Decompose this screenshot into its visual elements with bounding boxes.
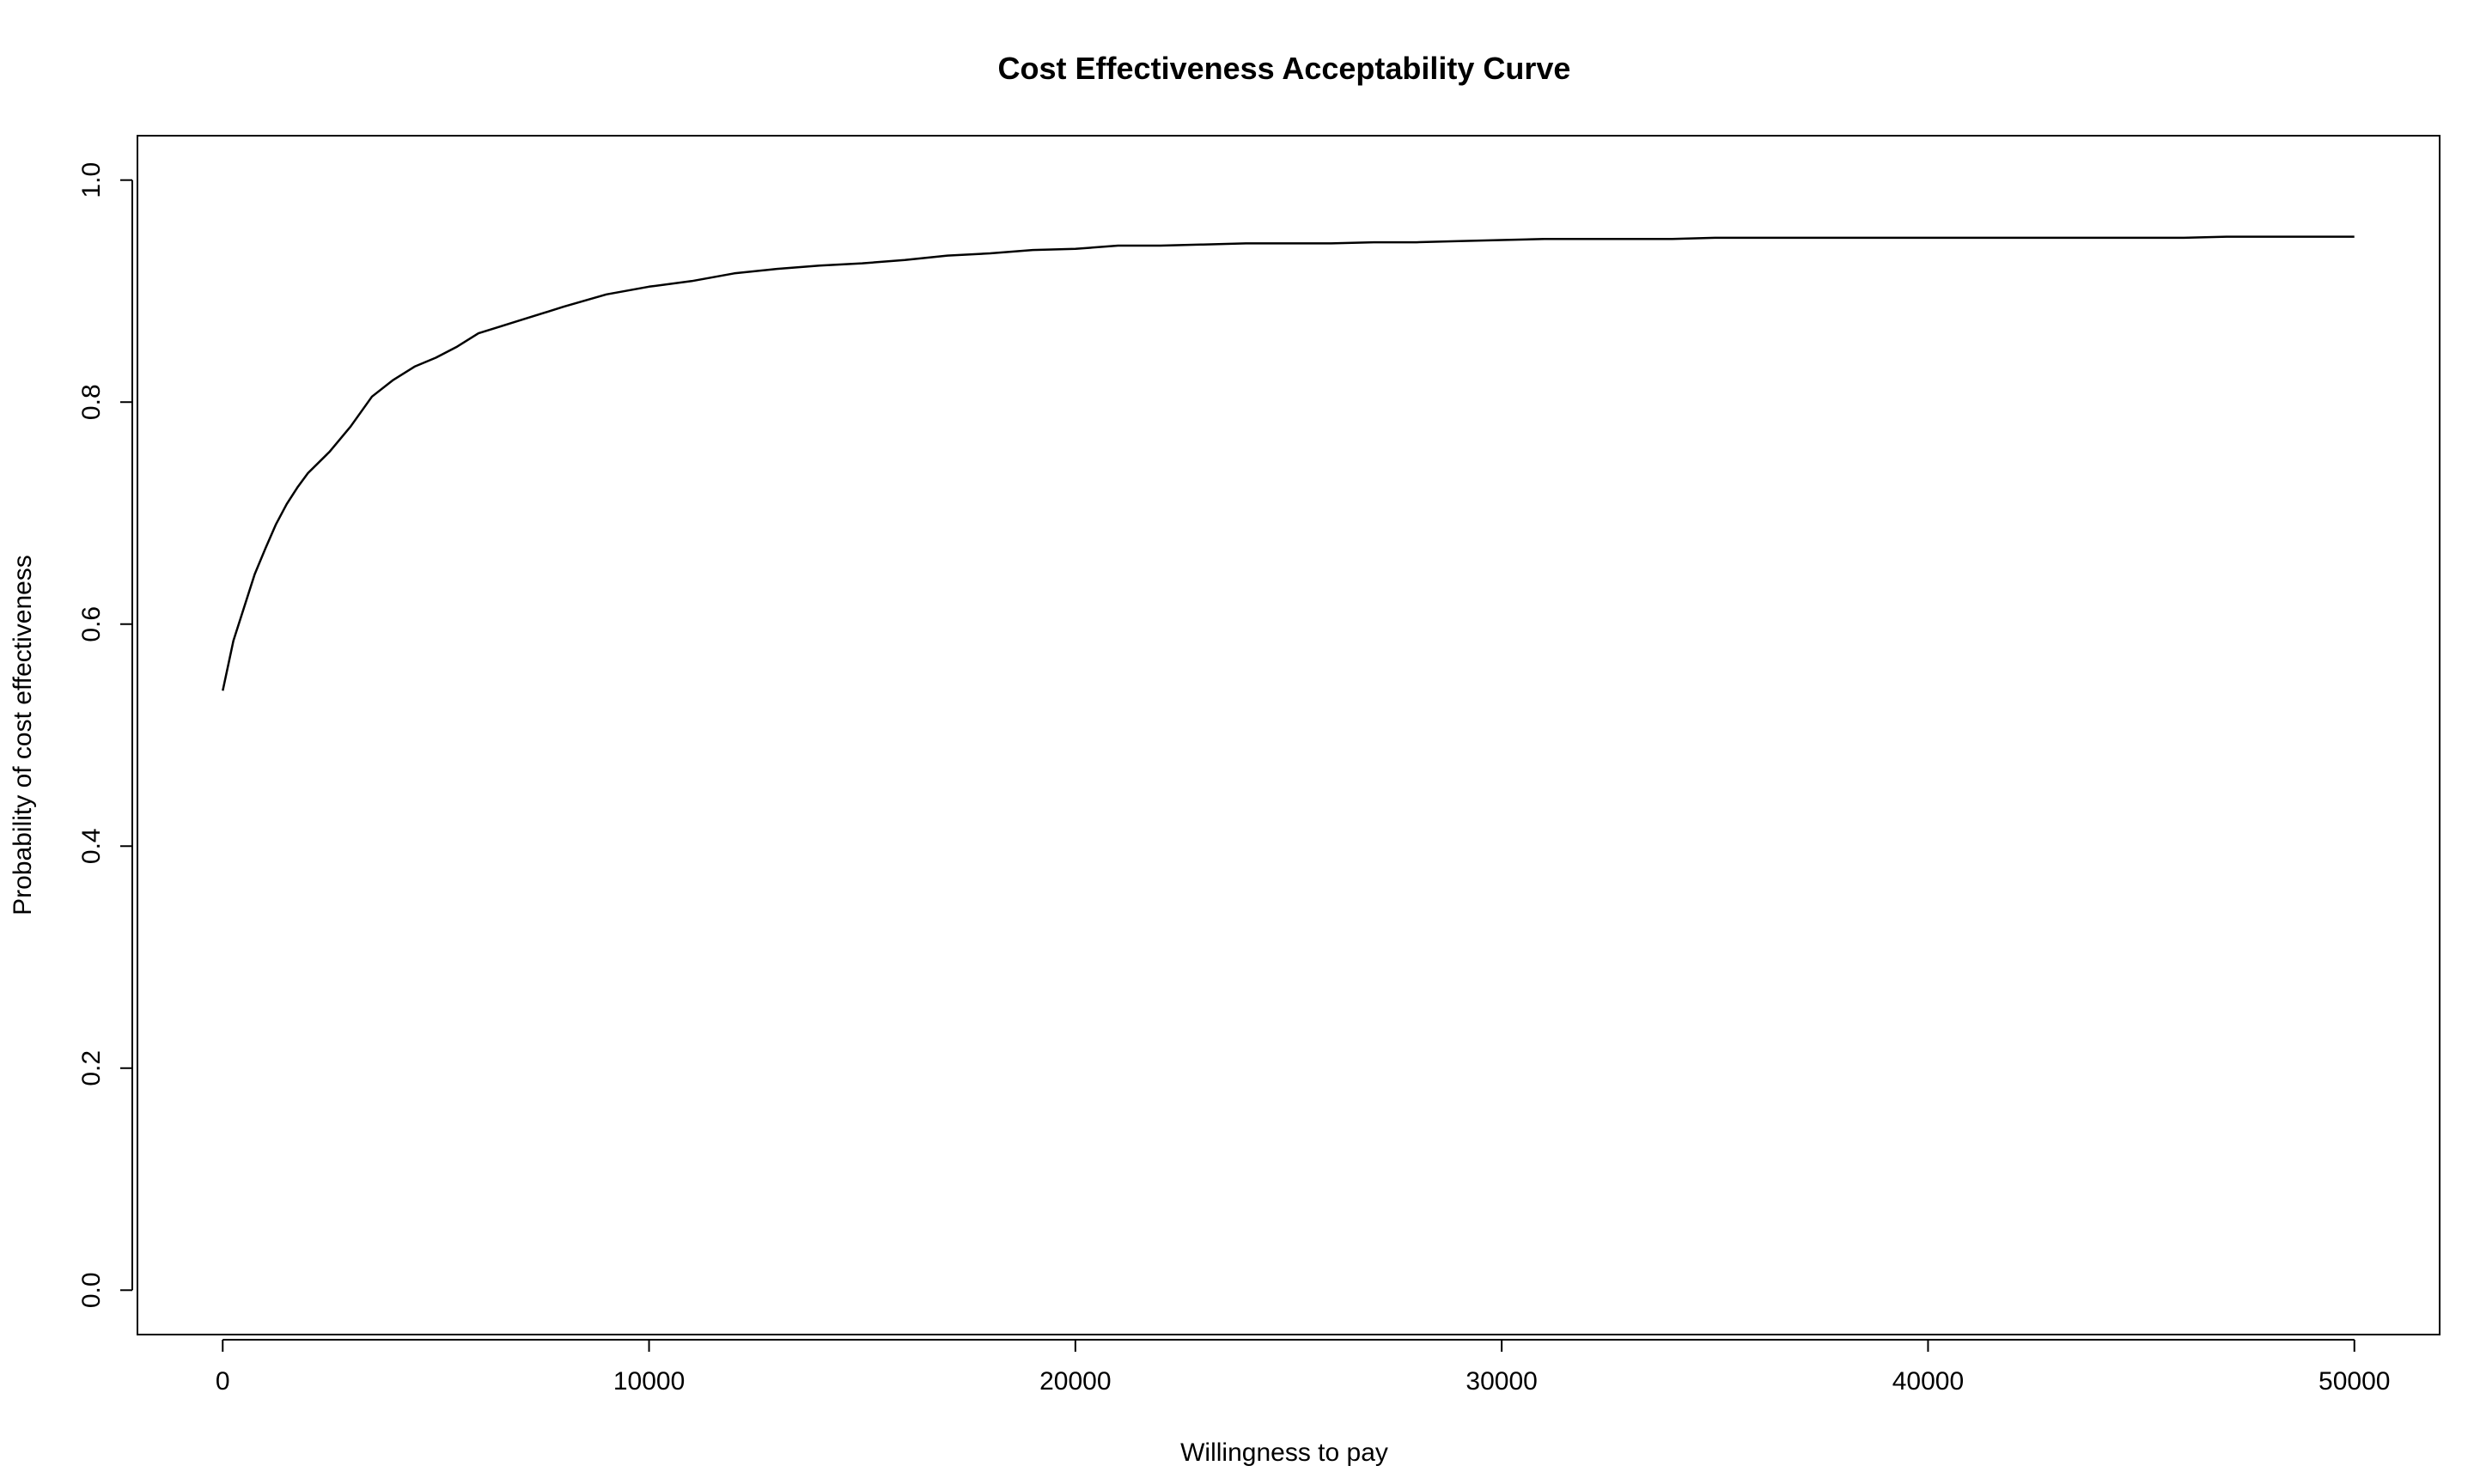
x-tick-label: 10000 [613,1367,685,1396]
series-line [222,235,2355,691]
x-axis-label: Willingness to pay [1180,1438,1388,1467]
y-tick-label: 0.2 [77,1050,106,1086]
y-tick-label: 0.8 [77,384,106,420]
x-tick-label: 50000 [2319,1367,2390,1396]
x-tick-label: 0 [216,1367,230,1396]
y-tick-label: 0.0 [77,1272,106,1308]
chart-title: Cost Effectiveness Acceptability Curve [998,51,1571,86]
y-axis: 0.0 0.2 0.4 0.6 0.8 1.0 [77,162,133,1308]
x-tick-label: 40000 [1892,1367,1964,1396]
x-tick-label: 30000 [1466,1367,1537,1396]
x-tick-label: 20000 [1039,1367,1111,1396]
series-layer [222,235,2355,691]
y-tick-label: 1.0 [77,162,106,198]
y-tick-label: 0.6 [77,606,106,642]
y-axis-label: Probability of cost effectiveness [9,555,37,915]
y-tick-label: 0.4 [77,828,106,864]
plot-area-frame [137,135,2440,1335]
x-axis: 0 10000 20000 30000 40000 50000 [216,1339,2390,1396]
